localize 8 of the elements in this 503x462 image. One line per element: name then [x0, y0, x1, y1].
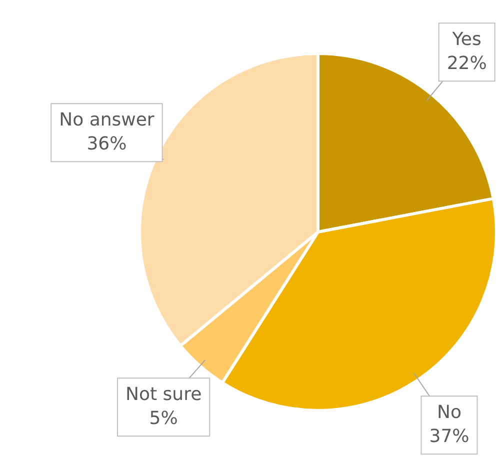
data-label: 37%: [429, 426, 470, 447]
slice-label: No: [437, 402, 462, 423]
slice-label: Yes: [451, 28, 482, 50]
data-label: 36%: [86, 133, 127, 154]
slice-label: No answer: [59, 109, 155, 130]
slice-label: Not sure: [126, 384, 202, 405]
data-label: 22%: [446, 52, 487, 74]
data-label: 5%: [149, 408, 178, 429]
